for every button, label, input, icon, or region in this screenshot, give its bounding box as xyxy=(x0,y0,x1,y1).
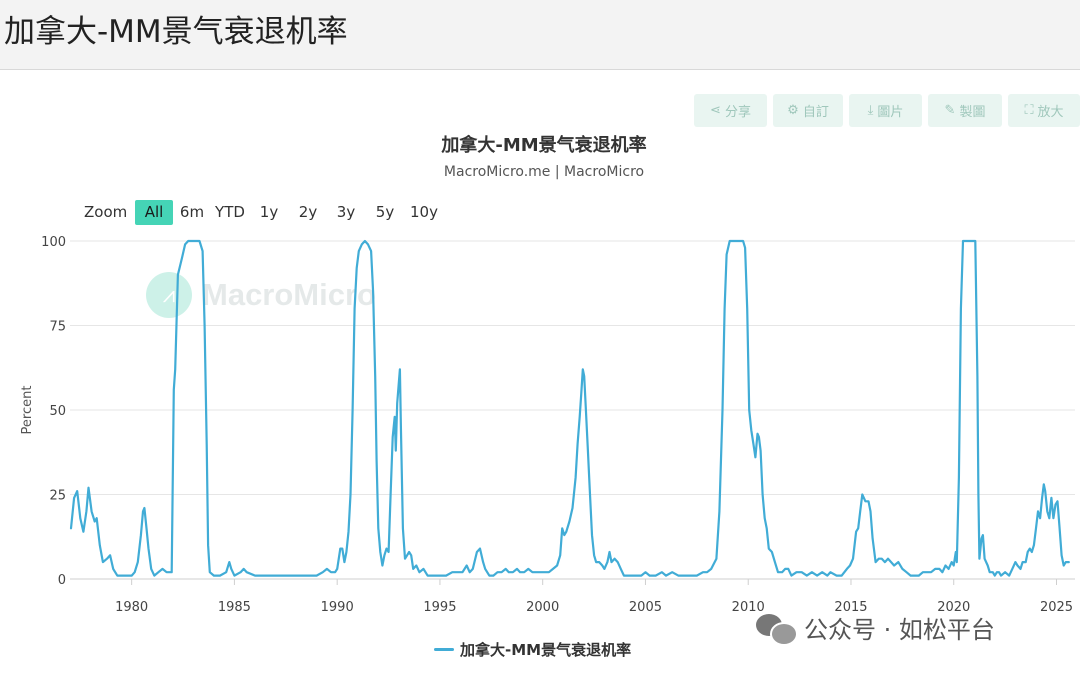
pencil-icon: ✎ xyxy=(944,103,956,118)
wechat-watermark: 公众号 · 如松平台 xyxy=(756,610,995,646)
chart-subtitle: MacroMicro.me | MacroMicro xyxy=(443,164,645,180)
share-button-label: 分享 xyxy=(724,105,751,120)
zoom-ytd-button[interactable]: YTD xyxy=(215,203,245,221)
expand-button-label: 放大 xyxy=(1037,105,1064,120)
chart-legend[interactable]: 加拿大-MM景气衰退机率 xyxy=(434,639,631,660)
zoom-1y-button[interactable]: 1y xyxy=(259,203,279,221)
y-axis-label: Percent xyxy=(20,386,35,435)
x-tick-label: 2000 xyxy=(526,600,559,615)
zoom-6m-button[interactable]: 6m xyxy=(179,203,205,221)
y-tick-label: 100 xyxy=(41,235,66,250)
wechat-icon xyxy=(756,612,798,646)
share-button[interactable]: ⋖ 分享 xyxy=(694,94,767,127)
x-tick-label: 2005 xyxy=(629,600,662,615)
page-header: 加拿大-MM景气衰退机率 xyxy=(0,0,1080,70)
image-download-button-label: 圖片 xyxy=(877,105,904,120)
share-icon: ⋖ xyxy=(710,103,721,118)
expand-button[interactable]: ⛶ 放大 xyxy=(1008,94,1080,127)
image-download-button[interactable]: ⤓ 圖片 xyxy=(849,94,922,127)
wechat-text: 公众号 · 如松平台 xyxy=(804,616,995,644)
y-tick-label: 50 xyxy=(49,404,66,419)
download-icon: ⤓ xyxy=(867,103,874,118)
watermark-text: MacroMicro xyxy=(202,277,376,312)
draw-button-label: 製圖 xyxy=(959,105,986,120)
x-tick-label: 2025 xyxy=(1040,600,1073,615)
y-tick-label: 25 xyxy=(49,489,66,504)
series-line xyxy=(69,239,1070,577)
x-tick-label: 1985 xyxy=(218,600,251,615)
legend-label: 加拿大-MM景气衰退机率 xyxy=(460,641,632,659)
customize-button[interactable]: ⚙ 自訂 xyxy=(773,94,843,127)
page-title: 加拿大-MM景气衰退机率 xyxy=(4,14,348,50)
zoom-all-button[interactable]: All xyxy=(135,200,173,225)
macromicro-logo-icon: ⩘ xyxy=(146,272,192,318)
x-tick-label: 2010 xyxy=(732,600,765,615)
gear-icon: ⚙ xyxy=(787,103,799,118)
x-tick-label: 2015 xyxy=(834,600,867,615)
x-tick-label: 1990 xyxy=(321,600,354,615)
y-tick-label: 0 xyxy=(58,573,66,588)
zoom-10y-button[interactable]: 10y xyxy=(410,203,438,221)
zoom-3y-button[interactable]: 3y xyxy=(336,203,356,221)
draw-button[interactable]: ✎ 製圖 xyxy=(928,94,1002,127)
chart-title: 加拿大-MM景气衰退机率 xyxy=(441,135,647,156)
x-tick-label: 2020 xyxy=(937,600,970,615)
y-tick-label: 75 xyxy=(49,320,66,335)
legend-line-swatch xyxy=(434,648,454,651)
x-tick-label: 1995 xyxy=(423,600,456,615)
zoom-5y-button[interactable]: 5y xyxy=(375,203,395,221)
zoom-label: Zoom xyxy=(84,203,128,221)
zoom-2y-button[interactable]: 2y xyxy=(298,203,318,221)
x-tick-label: 1980 xyxy=(115,600,148,615)
macromicro-watermark: ⩘ MacroMicro xyxy=(146,272,376,318)
expand-icon: ⛶ xyxy=(1024,103,1034,118)
customize-button-label: 自訂 xyxy=(802,105,829,120)
